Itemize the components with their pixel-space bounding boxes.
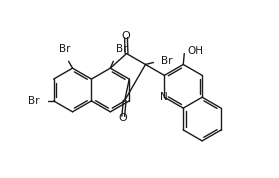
Text: Br: Br [28, 96, 40, 106]
Text: Br: Br [161, 56, 173, 66]
Text: Br: Br [59, 44, 70, 54]
Text: OH: OH [187, 46, 203, 56]
Text: Br: Br [116, 44, 128, 54]
Text: O: O [122, 31, 130, 41]
Text: O: O [119, 113, 128, 123]
Text: N: N [160, 92, 168, 102]
